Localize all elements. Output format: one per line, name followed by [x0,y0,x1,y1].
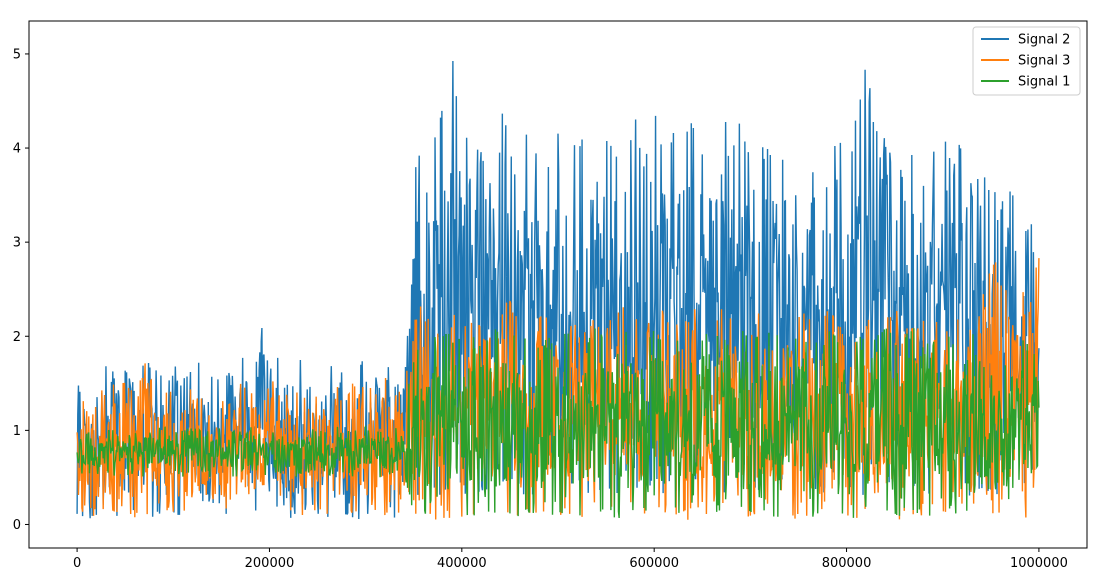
plot-frame [28,20,1088,549]
x-tick-label: 200000 [245,556,295,571]
x-axis: 0 200000 400000 600000 800000 1000000 [73,548,1068,571]
legend: Signal 2 Signal 3 Signal 1 [972,26,1081,96]
x-tick-label: 0 [73,556,81,571]
x-tick-label: 400000 [437,556,487,571]
y-tick-label: 4 [13,142,21,157]
x-tick-label: 600000 [629,556,679,571]
y-tick-label: 1 [13,424,21,439]
y-tick-label: 5 [13,47,21,62]
x-tick-label: 800000 [822,556,872,571]
legend-label: Signal 1 [1018,75,1070,90]
series-layer [76,61,1040,520]
y-axis: 0 1 2 3 4 5 [13,47,29,533]
legend-label: Signal 3 [1018,54,1070,69]
legend-box [972,26,1081,96]
y-tick-label: 2 [13,330,21,345]
y-tick-label: 3 [13,236,21,251]
legend-label: Signal 2 [1018,33,1070,48]
y-tick-label: 0 [13,518,21,533]
series-line-3 [76,328,1040,519]
x-tick-label: 1000000 [1010,556,1068,571]
